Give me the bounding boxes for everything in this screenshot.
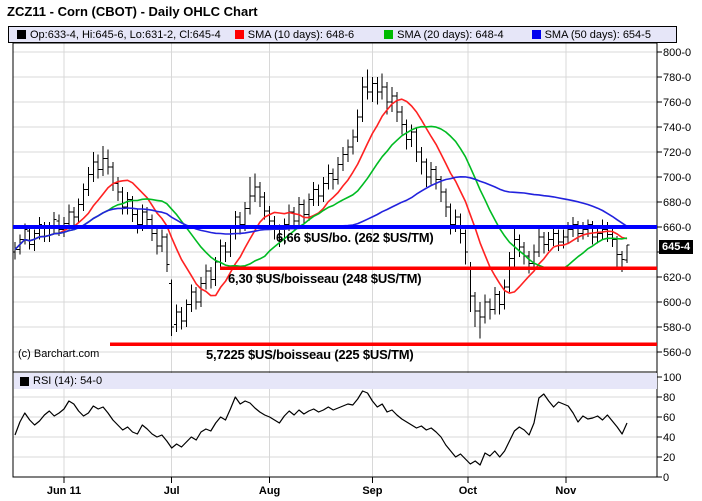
price-tick-label: 720-0 bbox=[663, 147, 691, 159]
sma10-line bbox=[14, 98, 628, 297]
legend-label-rsi: RSI (14): 54-0 bbox=[33, 375, 103, 387]
annotation-666: 6,66 $US/bo. (262 $US/TM) bbox=[276, 230, 434, 245]
price-tick-label: 600-0 bbox=[663, 297, 691, 309]
price-tick-label: 800-0 bbox=[663, 47, 691, 59]
month-label: Jun 11 bbox=[47, 485, 81, 497]
price-tick-label: 620-0 bbox=[663, 272, 691, 284]
current-price-tag: 645-4 bbox=[659, 240, 694, 254]
price-tick-label: 680-0 bbox=[663, 197, 691, 209]
legend-bar: Op:633-4, Hi:645-6, Lo:631-2, Cl:645-4 S… bbox=[8, 26, 677, 43]
main-plot-border bbox=[12, 42, 658, 373]
price-tick-label: 580-0 bbox=[663, 322, 691, 334]
legend-label-sma50: SMA (50 days): 654-5 bbox=[544, 28, 651, 41]
price-tick-label: 760-0 bbox=[663, 97, 691, 109]
month-label: Aug bbox=[259, 485, 280, 497]
ohlc-swatch-icon bbox=[17, 30, 26, 39]
rsi-tick-label: 20 bbox=[663, 452, 675, 464]
month-label: Oct bbox=[459, 485, 478, 497]
rsi-line bbox=[14, 390, 628, 466]
price-tick-label: 780-0 bbox=[663, 72, 691, 84]
legend-label-ohlc: Op:633-4, Hi:645-6, Lo:631-2, Cl:645-4 bbox=[30, 28, 221, 41]
rsi-tick-label: 100 bbox=[663, 372, 681, 384]
rsi-swatch-icon bbox=[20, 376, 29, 386]
legend-item-rsi: RSI (14): 54-0 bbox=[20, 375, 102, 387]
price-tick-label: 560-0 bbox=[663, 347, 691, 359]
legend-item-sma20: SMA (20 days): 648-4 bbox=[384, 28, 504, 41]
legend-label-sma20: SMA (20 days): 648-4 bbox=[397, 28, 504, 41]
legend-item-ohlc: Op:633-4, Hi:645-6, Lo:631-2, Cl:645-4 bbox=[17, 29, 221, 41]
sma50-swatch-icon bbox=[531, 30, 541, 39]
watermark: (c) Barchart.com bbox=[18, 348, 100, 360]
rsi-tick-label: 60 bbox=[663, 412, 675, 424]
price-tick-label: 740-0 bbox=[663, 122, 691, 134]
month-label: Nov bbox=[555, 485, 577, 497]
sma20-swatch-icon bbox=[384, 30, 394, 39]
legend-item-sma50: SMA (50 days): 654-5 bbox=[531, 28, 651, 41]
price-tick-label: 700-0 bbox=[663, 172, 691, 184]
month-label: Jul bbox=[164, 485, 180, 497]
price-tick-label: 660-0 bbox=[663, 222, 691, 234]
month-label: Sep bbox=[362, 485, 382, 497]
annotation-630: 6,30 $US/boisseau (248 $US/TM) bbox=[228, 271, 422, 286]
rsi-tick-label: 80 bbox=[663, 392, 675, 404]
sma10-swatch-icon bbox=[234, 30, 244, 39]
rsi-legend-bar: RSI (14): 54-0 bbox=[14, 373, 657, 389]
legend-item-sma10: SMA (10 days): 648-6 bbox=[234, 28, 355, 41]
annotation-572: 5,7225 $US/boisseau (225 $US/TM) bbox=[206, 347, 414, 362]
rsi-plot-border bbox=[12, 371, 658, 478]
rsi-tick-label: 40 bbox=[663, 432, 675, 444]
legend-label-sma10: SMA (10 days): 648-6 bbox=[247, 28, 355, 41]
rsi-tick-label: 0 bbox=[663, 472, 669, 484]
chart-title: ZCZ11 - Corn (CBOT) - Daily OHLC Chart bbox=[7, 4, 258, 19]
sma20-line bbox=[14, 125, 628, 271]
